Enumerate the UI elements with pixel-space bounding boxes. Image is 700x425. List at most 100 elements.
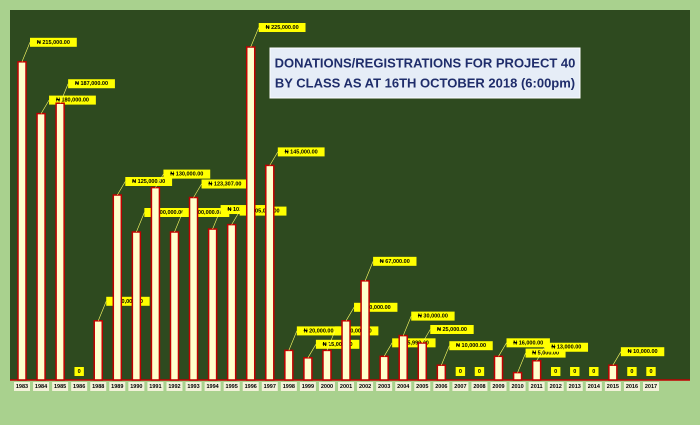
value-label: ₦ 105,000.00 (247, 209, 280, 215)
x-tick-label: 2010 (511, 384, 523, 390)
leader-line (326, 330, 336, 351)
x-tick-label: 2004 (397, 384, 410, 390)
leader-line (498, 342, 507, 357)
leader-line (155, 173, 164, 188)
value-label: ₦ 100,000.00 (189, 210, 222, 216)
leader-line (174, 212, 183, 233)
x-tick-label: 2008 (473, 384, 485, 390)
value-label-box (277, 147, 325, 157)
x-tick-box (166, 382, 183, 391)
bar (93, 320, 103, 381)
bar (207, 228, 218, 381)
leader-line (59, 83, 69, 104)
value-label-box (296, 326, 341, 336)
leader-line (383, 342, 393, 357)
x-tick-box (90, 382, 107, 391)
value-label: ₦ 123,307.00 (208, 181, 241, 187)
x-tick-box (357, 382, 374, 391)
x-tick-label: 2000 (321, 384, 333, 390)
value-label: ₦ 20,000.00 (342, 328, 372, 334)
value-label-box (315, 339, 360, 349)
value-label: ₦ 25,000.00 (437, 327, 467, 333)
value-label: 0 (573, 369, 576, 375)
x-tick-box (242, 382, 259, 391)
value-label: ₦ 30,000.00 (418, 314, 448, 320)
bar (493, 355, 504, 381)
value-label: ₦ 40,000.00 (361, 305, 391, 311)
value-label: 0 (78, 369, 81, 375)
leader-line (422, 329, 431, 344)
x-tick-label: 1998 (283, 384, 295, 390)
x-tick-label: 1999 (302, 384, 314, 390)
x-tick-label: 2015 (607, 384, 619, 390)
chart-title: BY CLASS AS AT 16TH OCTOBER 2018 (6:00pm… (275, 75, 575, 90)
bar (188, 196, 199, 381)
value-label-box (544, 342, 589, 352)
value-label-box (68, 79, 115, 89)
leader-line (40, 99, 50, 114)
x-tick-label: 1995 (226, 384, 238, 390)
value-label-box (449, 341, 493, 351)
value-label: ₦ 10,000.00 (628, 349, 658, 355)
x-tick-box (566, 382, 583, 391)
x-tick-box (52, 382, 69, 391)
x-tick-box (280, 382, 297, 391)
x-tick-label: 1989 (111, 384, 123, 390)
value-label-box (334, 326, 379, 336)
value-label: ₦ 215,000.00 (37, 40, 70, 46)
value-label: 0 (592, 369, 595, 375)
x-tick-box (299, 382, 316, 391)
value-label: ₦ 10,000.00 (456, 343, 486, 349)
value-label: ₦ 145,000.00 (285, 149, 318, 155)
value-label: ₦ 225,000.00 (266, 25, 299, 31)
x-tick-label: 1993 (187, 384, 199, 390)
value-label-box (411, 311, 455, 321)
x-tick-label: 2013 (569, 384, 581, 390)
x-tick-label: 2009 (492, 384, 504, 390)
leader-line (402, 315, 412, 336)
x-tick-label: 2005 (416, 384, 428, 390)
bar (512, 371, 523, 381)
x-tick-label: 2016 (626, 384, 638, 390)
value-label-box (74, 367, 84, 376)
leader-line (250, 27, 260, 48)
value-label: ₦ 130,000.00 (170, 172, 203, 178)
x-tick-box (376, 382, 393, 391)
value-label-box (589, 367, 599, 376)
value-label-box (125, 177, 173, 186)
value-label-box (525, 348, 566, 358)
bar (398, 334, 408, 381)
value-label: ₦ 16,000.00 (513, 340, 543, 346)
leader-line (193, 183, 202, 198)
value-label-box (474, 367, 485, 376)
value-label-box (49, 95, 96, 105)
value-label-box (182, 208, 230, 217)
x-tick-box (109, 382, 126, 391)
leader-line (97, 301, 107, 321)
leader-line (536, 347, 545, 361)
x-tick-box (452, 382, 469, 391)
leader-line (231, 210, 240, 225)
x-tick-label: 1988 (92, 384, 104, 390)
x-tick-box (128, 382, 145, 391)
value-label: ₦ 67,000.00 (380, 259, 410, 265)
leader-line (441, 345, 450, 366)
value-label-box (646, 367, 656, 376)
value-label: ₦ 100,000.00 (151, 210, 184, 216)
value-label-box (106, 296, 150, 306)
x-tick-label: 2002 (359, 384, 371, 390)
x-tick-label: 1985 (54, 384, 66, 390)
x-tick-label: 2011 (531, 384, 543, 390)
x-tick-box (433, 382, 450, 391)
bar (55, 102, 65, 381)
x-tick-box (338, 382, 355, 391)
value-label-box (201, 179, 249, 189)
x-tick-box (185, 382, 202, 391)
bar (36, 112, 46, 381)
bar (131, 231, 142, 381)
value-label-box (570, 367, 580, 376)
value-label-box (373, 256, 417, 266)
x-tick-box (223, 382, 240, 391)
value-label-box (163, 169, 211, 179)
value-label: ₦ 187,000.00 (75, 81, 108, 87)
